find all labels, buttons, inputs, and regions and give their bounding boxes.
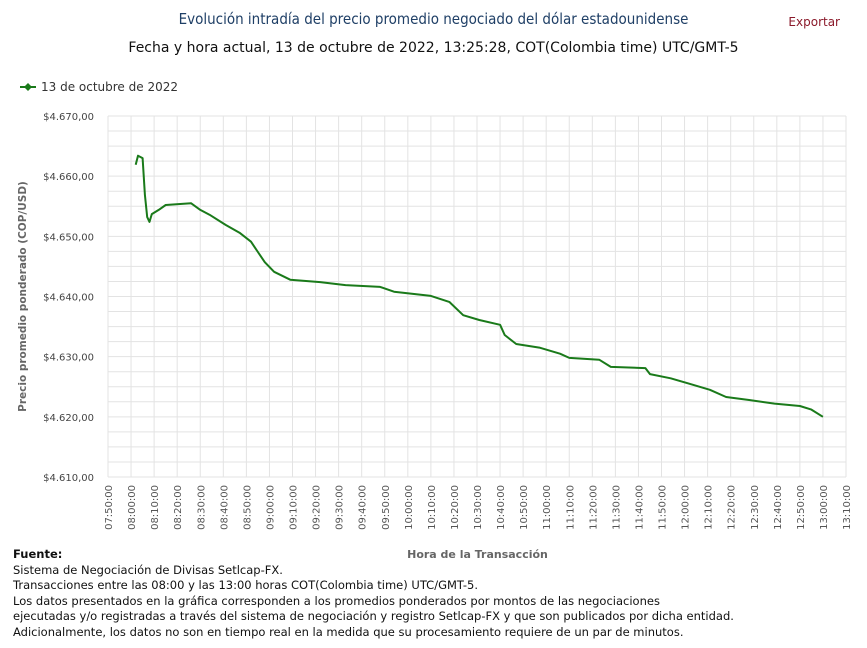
y-tick-label: $4.620,00	[43, 413, 94, 424]
x-tick-label: 10:30:00	[473, 485, 484, 530]
x-tick-label: 12:20:00	[727, 485, 738, 530]
export-button[interactable]: Exportar	[788, 15, 840, 29]
footer-line: Los datos presentados en la gráfica corr…	[13, 593, 660, 608]
series-line	[134, 154, 824, 418]
y-axis-title: Precio promedio ponderado (COP/USD)	[17, 181, 29, 412]
x-tick-label: 11:00:00	[542, 485, 553, 530]
x-tick-label: 11:20:00	[588, 485, 599, 530]
x-tick-label: 10:10:00	[427, 485, 438, 530]
chart-subtitle: Fecha y hora actual, 13 de octubre de 20…	[128, 40, 739, 56]
y-tick-label: $4.670,00	[43, 112, 94, 123]
x-tick-label: 10:20:00	[450, 485, 461, 530]
x-tick-label: 08:20:00	[173, 485, 184, 530]
x-tick-label: 08:30:00	[196, 485, 207, 530]
x-tick-label: 10:00:00	[404, 485, 415, 530]
x-tick-label: 11:50:00	[658, 485, 669, 530]
footer-line: Transacciones entre las 08:00 y las 13:0…	[13, 578, 478, 593]
x-tick-label: 13:10:00	[842, 485, 853, 530]
x-tick-label: 10:40:00	[496, 485, 507, 530]
footer-line: Adicionalmente, los datos no son en tiem…	[13, 624, 684, 639]
footer-line: Sistema de Negociación de Divisas Setlca…	[13, 562, 283, 577]
x-tick-label: 10:50:00	[519, 485, 530, 530]
x-tick-label: 11:10:00	[565, 485, 576, 530]
footer-line: ejecutadas y/o registradas a través del …	[13, 609, 734, 624]
x-tick-label: 12:30:00	[750, 485, 761, 530]
x-tick-label: 12:00:00	[681, 485, 692, 530]
x-tick-label: 12:10:00	[704, 485, 715, 530]
x-tick-label: 09:10:00	[289, 485, 300, 530]
x-axis-title: Hora de la Transacción	[407, 548, 548, 561]
legend-item[interactable]: 13 de octubre de 2022	[20, 80, 178, 94]
footer-notes: Fuente: Sistema de Negociación de Divisa…	[13, 547, 734, 641]
x-tick-label: 08:10:00	[150, 485, 161, 530]
y-tick-label: $4.610,00	[43, 473, 94, 484]
x-tick-label: 09:20:00	[312, 485, 323, 530]
x-tick-label: 09:00:00	[265, 485, 276, 530]
x-tick-label: 09:40:00	[358, 485, 369, 530]
x-tick-label: 08:50:00	[242, 485, 253, 530]
y-tick-label: $4.650,00	[43, 232, 94, 243]
y-tick-label: $4.660,00	[43, 172, 94, 183]
legend-label: 13 de octubre de 2022	[41, 80, 178, 94]
legend-line-marker-icon	[20, 83, 36, 91]
x-tick-label: 07:50:00	[104, 485, 115, 530]
y-tick-label: $4.640,00	[43, 293, 94, 304]
x-tick-label: 12:40:00	[773, 485, 784, 530]
x-tick-label: 08:00:00	[127, 485, 138, 530]
x-tick-label: 12:50:00	[796, 485, 807, 530]
x-tick-label: 08:40:00	[219, 485, 230, 530]
chart-title: Evolución intradía del precio promedio n…	[178, 10, 689, 28]
x-tick-label: 09:30:00	[335, 485, 346, 530]
x-tick-label: 11:40:00	[634, 485, 645, 530]
x-tick-label: 09:50:00	[381, 485, 392, 530]
footer-heading: Fuente:	[13, 547, 63, 561]
x-tick-label: 11:30:00	[611, 485, 622, 530]
y-tick-label: $4.630,00	[43, 353, 94, 364]
x-tick-label: 13:00:00	[819, 485, 830, 530]
